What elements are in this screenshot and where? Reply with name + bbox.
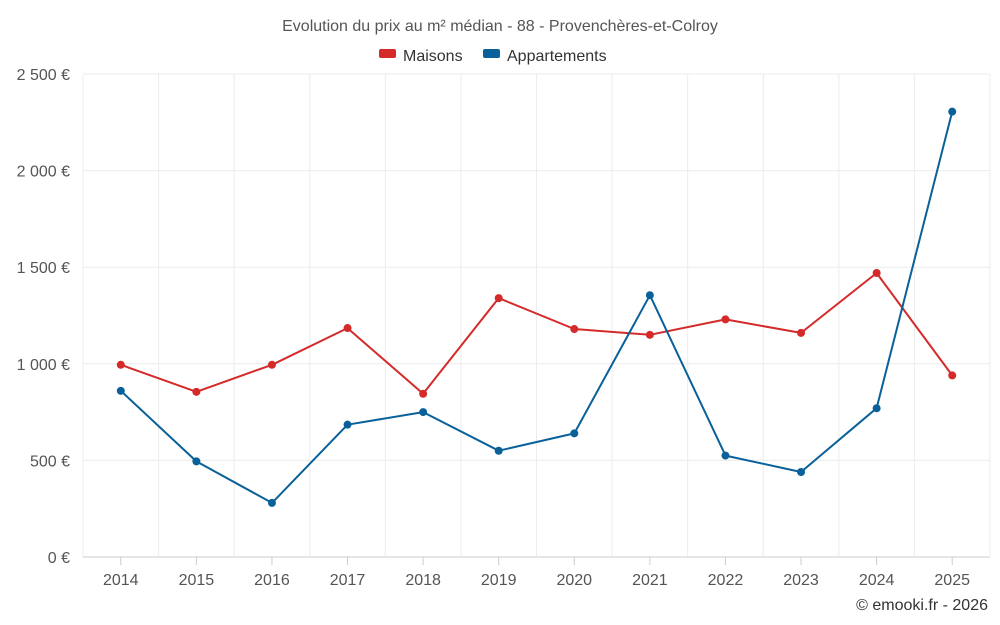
legend-swatch-maisons [379, 49, 396, 58]
x-tick-label: 2024 [859, 572, 895, 589]
series-line-appartements [119, 110, 954, 504]
x-tick-label: 2023 [783, 572, 819, 589]
data-point-appartements[interactable] [797, 467, 806, 476]
legend-item-maisons[interactable]: Maisons [379, 48, 463, 65]
chart-title: Evolution du prix au m² médian - 88 - Pr… [282, 18, 718, 35]
data-point-maisons[interactable] [570, 325, 579, 334]
legend-item-appartements[interactable]: Appartements [483, 48, 607, 65]
data-point-maisons[interactable] [267, 360, 276, 369]
x-tick-label: 2022 [708, 572, 744, 589]
data-point-maisons[interactable] [192, 387, 201, 396]
x-tick-label: 2018 [405, 572, 441, 589]
credit-text: © emooki.fr - 2026 [856, 597, 988, 614]
x-tick-label: 2020 [556, 572, 592, 589]
data-point-appartements[interactable] [645, 291, 654, 300]
data-point-appartements[interactable] [872, 404, 881, 413]
y-axis: 0 € 500 € 1 000 € 1 500 € 2 000 € 2 500 € [17, 67, 70, 567]
x-tick-label: 2025 [934, 572, 970, 589]
x-tick-label: 2015 [179, 572, 215, 589]
data-point-maisons[interactable] [872, 268, 881, 277]
series-appartements [116, 107, 957, 507]
data-point-appartements[interactable] [419, 408, 428, 417]
series [116, 107, 957, 507]
data-point-maisons[interactable] [797, 328, 806, 337]
y-tick-label: 2 000 € [17, 164, 70, 181]
y-tick-label: 0 € [48, 550, 70, 567]
data-point-appartements[interactable] [343, 420, 352, 429]
y-tick-label: 500 € [30, 453, 70, 470]
data-point-maisons[interactable] [721, 315, 730, 324]
legend-swatch-appartements [483, 49, 500, 58]
data-point-appartements[interactable] [948, 107, 957, 116]
x-tick-label: 2014 [103, 572, 139, 589]
data-point-maisons[interactable] [116, 360, 125, 369]
legend: Maisons Appartements [379, 48, 607, 65]
x-tick-label: 2017 [330, 572, 366, 589]
data-point-appartements[interactable] [721, 451, 730, 460]
data-point-appartements[interactable] [192, 457, 201, 466]
data-point-appartements[interactable] [494, 446, 503, 455]
data-point-maisons[interactable] [494, 294, 503, 303]
series-maisons [116, 268, 957, 398]
grid [82, 73, 991, 558]
y-tick-label: 2 500 € [17, 67, 70, 84]
legend-label-maisons: Maisons [403, 48, 463, 65]
x-tick-label: 2019 [481, 572, 517, 589]
data-point-maisons[interactable] [645, 330, 654, 339]
series-line-maisons [119, 272, 954, 395]
data-point-appartements[interactable] [116, 386, 125, 395]
legend-label-appartements: Appartements [507, 48, 607, 65]
data-point-appartements[interactable] [267, 498, 276, 507]
data-point-maisons[interactable] [419, 389, 428, 398]
x-axis: 2014 2015 2016 2017 2018 2019 2020 2021 2022 2023… [103, 557, 970, 589]
data-point-maisons[interactable] [948, 371, 957, 380]
data-point-maisons[interactable] [343, 324, 352, 333]
y-tick-label: 1 000 € [17, 357, 70, 374]
x-tick-label: 2016 [254, 572, 290, 589]
x-tick-label: 2021 [632, 572, 668, 589]
data-point-appartements[interactable] [570, 429, 579, 438]
y-tick-label: 1 500 € [17, 260, 70, 277]
